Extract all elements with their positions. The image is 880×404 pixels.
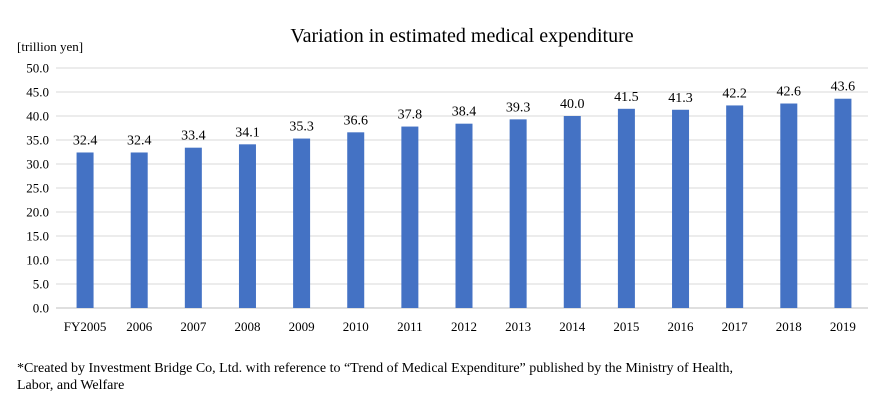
y-tick-label: 35.0 bbox=[26, 133, 49, 148]
chart-title: Variation in estimated medical expenditu… bbox=[290, 25, 633, 47]
data-label: 37.8 bbox=[398, 108, 423, 123]
x-tick-label: 2013 bbox=[505, 319, 531, 334]
bar bbox=[509, 119, 527, 308]
bars bbox=[76, 98, 852, 309]
data-label: 35.3 bbox=[289, 120, 314, 135]
bar bbox=[130, 152, 148, 308]
y-axis-ticks: 0.0 5.0 10.0 15.0 20.0 25.0 30.0 35.0 40.0 45.0 50… bbox=[26, 61, 49, 316]
x-tick-label: 2009 bbox=[289, 319, 315, 334]
x-tick-label: 2010 bbox=[343, 319, 369, 334]
footnote-line-1: *Created by Investment Bridge Co, Ltd. w… bbox=[17, 361, 734, 376]
y-tick-label: 5.0 bbox=[33, 277, 49, 292]
data-label: 39.3 bbox=[506, 100, 531, 115]
bar bbox=[238, 144, 256, 308]
value-labels: 32.4 32.4 33.4 34.1 35.3 36.6 37.8 38.4 39.3 40.0… bbox=[73, 80, 855, 149]
x-tick-label: FY2005 bbox=[64, 319, 107, 334]
data-label: 43.6 bbox=[831, 80, 856, 95]
x-tick-label: 2006 bbox=[126, 319, 153, 334]
data-label: 34.1 bbox=[235, 125, 260, 140]
x-tick-label: 2011 bbox=[397, 319, 423, 334]
x-tick-label: 2017 bbox=[722, 319, 749, 334]
footnote: *Created by Investment Bridge Co, Ltd. w… bbox=[17, 360, 837, 394]
y-tick-label: 30.0 bbox=[26, 157, 49, 172]
data-label: 41.5 bbox=[614, 90, 639, 105]
bar bbox=[347, 132, 365, 308]
bar bbox=[293, 138, 311, 308]
data-label: 42.2 bbox=[722, 86, 747, 101]
x-axis-ticks: FY2005 2006 2007 2008 2009 2010 2011 2012 2013 20… bbox=[64, 319, 856, 334]
x-tick-label: 2019 bbox=[830, 319, 856, 334]
y-tick-label: 50.0 bbox=[26, 61, 49, 76]
chart: Variation in estimated medical expenditu… bbox=[17, 25, 868, 334]
x-tick-label: 2014 bbox=[559, 319, 586, 334]
y-tick-label: 45.0 bbox=[26, 85, 49, 100]
bar bbox=[834, 98, 852, 308]
bar bbox=[184, 147, 202, 308]
y-tick-label: 0.0 bbox=[33, 301, 49, 316]
bar bbox=[76, 152, 94, 308]
y-tick-label: 20.0 bbox=[26, 205, 49, 220]
bar bbox=[726, 105, 744, 308]
footnote-line-2: Labor, and Welfare bbox=[17, 378, 125, 393]
data-label: 32.4 bbox=[127, 133, 152, 148]
bar bbox=[780, 103, 798, 309]
data-label: 40.0 bbox=[560, 97, 585, 112]
data-label: 42.6 bbox=[777, 85, 802, 100]
data-label: 38.4 bbox=[452, 105, 477, 120]
x-tick-label: 2015 bbox=[613, 319, 639, 334]
data-label: 41.3 bbox=[668, 91, 693, 106]
x-tick-label: 2012 bbox=[451, 319, 477, 334]
x-tick-label: 2008 bbox=[234, 319, 260, 334]
data-label: 36.6 bbox=[343, 113, 368, 128]
bar bbox=[563, 116, 581, 308]
bar bbox=[455, 123, 473, 309]
y-tick-label: 25.0 bbox=[26, 181, 49, 196]
data-label: 33.4 bbox=[181, 129, 206, 144]
bar bbox=[617, 108, 635, 308]
bar bbox=[401, 126, 419, 308]
x-tick-label: 2018 bbox=[776, 319, 802, 334]
data-label: 32.4 bbox=[73, 133, 98, 148]
y-tick-label: 15.0 bbox=[26, 229, 49, 244]
y-tick-label: 40.0 bbox=[26, 109, 49, 124]
x-tick-label: 2007 bbox=[180, 319, 207, 334]
y-tick-label: 10.0 bbox=[26, 253, 49, 268]
x-tick-label: 2016 bbox=[668, 319, 695, 334]
y-axis-unit-label: [trillion yen] bbox=[17, 39, 83, 54]
bar bbox=[672, 109, 690, 308]
